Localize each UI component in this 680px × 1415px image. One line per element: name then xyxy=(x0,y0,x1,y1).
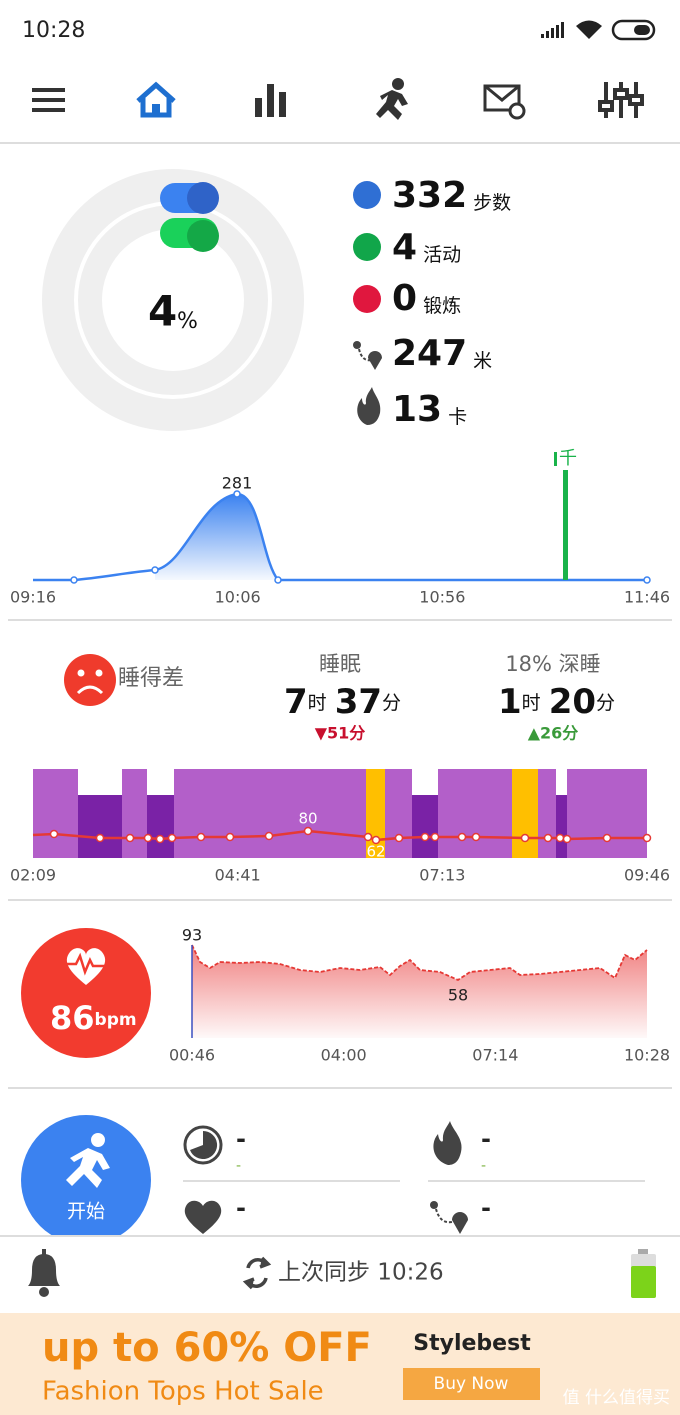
sleep-hr-max: 80 xyxy=(298,810,317,828)
active-dot xyxy=(353,233,381,261)
heart-bpm: 86bpm xyxy=(50,999,137,1037)
sad-face xyxy=(64,654,116,706)
x-axis-label: 04:41 xyxy=(215,866,261,885)
start-button[interactable] xyxy=(21,1115,151,1245)
stat-unit: 活动 xyxy=(423,244,461,266)
sleep-deep-diff: ▲26分 xyxy=(528,724,579,743)
stat: 247 米 xyxy=(392,333,492,374)
sleep-chart xyxy=(32,769,652,858)
status-time: 10:28 xyxy=(22,18,85,43)
nav-bar xyxy=(32,78,644,120)
status-icons xyxy=(541,19,656,41)
minutes-unit: 分 xyxy=(596,692,615,714)
bpm-unit: bpm xyxy=(95,1010,137,1030)
settings-tab[interactable] xyxy=(598,82,644,118)
calorie-icon xyxy=(357,387,381,425)
duration-sub: - xyxy=(236,1158,241,1174)
heart-max: 93 xyxy=(182,926,202,945)
heart-min: 58 xyxy=(448,986,468,1005)
x-axis-label: 09:46 xyxy=(624,866,670,885)
sync-icon[interactable] xyxy=(242,1256,272,1290)
heart-rate-value: - xyxy=(236,1194,246,1222)
ad-button[interactable] xyxy=(403,1368,540,1400)
stat-unit: 卡 xyxy=(448,406,467,428)
heart-chart xyxy=(191,944,648,1038)
sleep-deep-title: 18% 深睡 xyxy=(505,652,600,676)
alarm-button[interactable] xyxy=(28,1249,60,1297)
stat: 332 步数 xyxy=(392,175,511,216)
x-axis-label: 10:28 xyxy=(624,1046,670,1065)
percent-value: 4 xyxy=(148,287,177,336)
distance-icon xyxy=(353,341,382,370)
stat-unit: 米 xyxy=(473,350,492,372)
calories-sub: - xyxy=(481,1158,486,1174)
messages-tab[interactable] xyxy=(483,84,526,120)
x-axis-label: 07:14 xyxy=(472,1046,518,1065)
bpm-value: 86 xyxy=(50,999,95,1037)
x-axis-label: 11:46 xyxy=(624,588,670,607)
sleep-total-hours: 7时 37分 xyxy=(284,682,401,722)
duration-value: - xyxy=(236,1125,246,1153)
heart-icon xyxy=(66,948,106,985)
hr-icon xyxy=(184,1200,222,1234)
hours-unit: 时 xyxy=(308,692,327,714)
watermark: 值 什么值得买 xyxy=(563,1388,670,1408)
calories-value: - xyxy=(481,1125,491,1153)
heart-badge xyxy=(21,928,151,1058)
exercise-dot xyxy=(353,285,381,313)
footer xyxy=(0,1236,680,1313)
progress-ring xyxy=(42,169,304,431)
x-axis-label: 07:13 xyxy=(419,866,465,885)
x-axis-label: 02:09 xyxy=(10,866,56,885)
steps-dot xyxy=(353,181,381,209)
calories-icon xyxy=(433,1121,462,1165)
distance-value: - xyxy=(481,1194,491,1222)
minutes: 37 xyxy=(335,682,382,722)
stat: 13 卡 xyxy=(392,389,467,430)
x-axis-label: 04:00 xyxy=(321,1046,367,1065)
stat: 4 活动 xyxy=(392,227,461,268)
stat-value: 4 xyxy=(392,227,417,268)
x-axis-label: 10:56 xyxy=(419,588,465,607)
stat: 0 锻炼 xyxy=(392,278,461,319)
battery-icon xyxy=(631,1249,656,1298)
sleep-quality: 睡得差 xyxy=(118,666,184,691)
steps-chart xyxy=(33,452,651,584)
percent-unit: % xyxy=(177,309,198,334)
menu-button[interactable] xyxy=(32,88,65,112)
sleep-deep-hours: 1时 20分 xyxy=(498,682,615,722)
stat-value: 247 xyxy=(392,333,467,374)
minutes: 20 xyxy=(549,682,596,722)
stat-value: 0 xyxy=(392,278,417,319)
start-label[interactable]: 开始 xyxy=(67,1201,105,1223)
ad-headline: up to 60% OFF xyxy=(42,1325,372,1371)
sleep-total-diff: ▼51分 xyxy=(315,724,366,743)
ad-button-label[interactable]: Buy Now xyxy=(434,1374,509,1394)
x-axis-label: 10:06 xyxy=(215,588,261,607)
stat-value: 332 xyxy=(392,175,467,216)
distance-icon xyxy=(430,1201,468,1234)
duration-icon xyxy=(183,1125,223,1165)
hours: 1 xyxy=(498,682,522,722)
x-axis-label: 00:46 xyxy=(169,1046,215,1065)
ad-banner[interactable] xyxy=(0,1313,680,1415)
steps-peak-label: 281 xyxy=(222,474,253,493)
sleep-hr-min: 62 xyxy=(366,843,385,861)
home-tab[interactable] xyxy=(136,81,176,118)
ad-brand: Stylebest xyxy=(413,1331,531,1356)
minutes-unit: 分 xyxy=(382,692,401,714)
hours-unit: 时 xyxy=(522,692,541,714)
steps-marker: 千 xyxy=(559,448,577,469)
stat-value: 13 xyxy=(392,389,442,430)
hours: 7 xyxy=(284,682,308,722)
sync-status: 上次同步 10:26 xyxy=(278,1260,444,1286)
stats-tab[interactable] xyxy=(255,84,286,117)
stat-unit: 步数 xyxy=(473,192,511,214)
ad-subline: Fashion Tops Hot Sale xyxy=(42,1377,324,1407)
x-axis-label: 09:16 xyxy=(10,588,56,607)
stat-unit: 锻炼 xyxy=(423,295,461,317)
activity-tab[interactable] xyxy=(376,78,408,120)
sleep-total-title: 睡眠 xyxy=(319,652,361,676)
